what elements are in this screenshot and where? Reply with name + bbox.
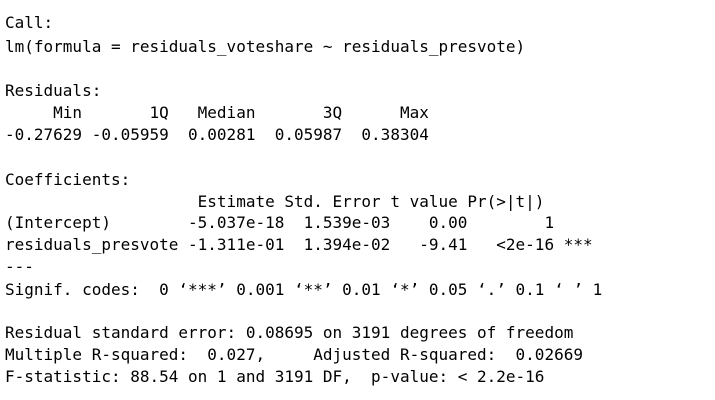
call-formula: lm(formula = residuals_voteshare ~ resid…	[5, 37, 526, 56]
coefficients-row-presvote: residuals_presvote -1.311e-01 1.394e-02 …	[5, 235, 593, 254]
coefficients-row-intercept: (Intercept) -5.037e-18 1.539e-03 0.00 1	[5, 213, 593, 232]
residuals-labels: Min 1Q Median 3Q Max	[5, 103, 439, 122]
signif-codes: Signif. codes: 0 ‘***’ 0.001 ‘**’ 0.01 ‘…	[5, 280, 603, 299]
separator: ---	[5, 257, 34, 276]
residual-standard-error: Residual standard error: 0.08695 on 3191…	[5, 323, 574, 342]
residuals-header: Residuals:	[5, 81, 102, 100]
residuals-values: -0.27629 -0.05959 0.00281 0.05987 0.3830…	[5, 125, 439, 144]
f-statistic: F-statistic: 88.54 on 1 and 3191 DF, p-v…	[5, 367, 545, 386]
r-squared: Multiple R-squared: 0.027, Adjusted R-sq…	[5, 345, 593, 364]
call-header: Call:	[5, 13, 54, 32]
coefficients-header: Coefficients:	[5, 170, 131, 189]
coefficients-column-headers: Estimate Std. Error t value Pr(>|t|)	[5, 192, 583, 211]
